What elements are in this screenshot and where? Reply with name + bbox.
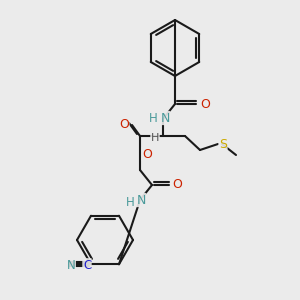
Text: O: O [119, 118, 129, 130]
Text: N: N [136, 194, 146, 206]
Text: H: H [126, 196, 134, 208]
Text: C: C [83, 259, 91, 272]
Text: S: S [219, 139, 227, 152]
Text: N: N [160, 112, 170, 124]
Text: H: H [151, 133, 159, 143]
Text: O: O [142, 148, 152, 160]
Text: H: H [148, 112, 158, 125]
Text: O: O [200, 98, 210, 110]
Text: O: O [172, 178, 182, 191]
Text: N: N [67, 259, 75, 272]
